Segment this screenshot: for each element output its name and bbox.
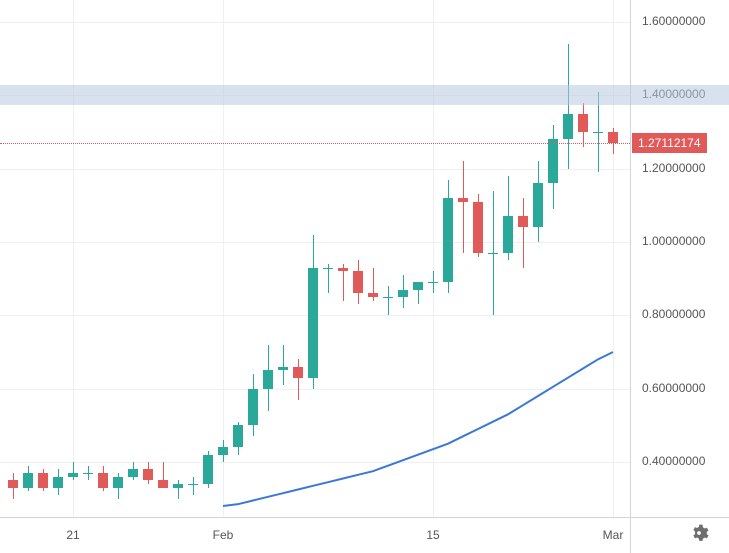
candle-body <box>413 282 423 289</box>
candle-body <box>518 216 528 227</box>
candle-body <box>203 455 213 484</box>
candle-body <box>353 271 363 293</box>
candle-body <box>503 216 513 253</box>
current-price-tag: 1.27112174 <box>632 133 707 153</box>
y-axis-label: 1.60000000 <box>642 14 705 28</box>
candle-body <box>458 198 468 202</box>
candle-wick <box>388 286 389 315</box>
candle-wick <box>568 44 569 169</box>
candle-wick <box>523 198 524 268</box>
candle-body <box>8 480 18 487</box>
candle-body <box>263 370 273 388</box>
candle-body <box>23 473 33 488</box>
candle-wick <box>463 161 464 253</box>
x-axis-label: Mar <box>603 528 624 542</box>
resistance-zone <box>0 85 729 105</box>
x-axis-label: 15 <box>426 528 439 542</box>
candle-body <box>473 202 483 253</box>
candle-body <box>113 477 123 488</box>
axis-border-vertical <box>630 0 631 553</box>
y-axis-label: 1.20000000 <box>642 161 705 175</box>
candle-body <box>188 484 198 485</box>
candle-body <box>248 389 258 426</box>
candle-body <box>278 367 288 371</box>
candle-wick <box>298 359 299 399</box>
current-price-line <box>0 143 630 144</box>
y-axis-label: 0.40000000 <box>642 454 705 468</box>
candle-wick <box>193 477 194 495</box>
y-axis-label: 1.00000000 <box>642 234 705 248</box>
candle-body <box>428 282 438 283</box>
candle-body <box>173 484 183 488</box>
candle-body <box>128 469 138 476</box>
candle-body <box>443 198 453 282</box>
candle-body <box>578 114 588 132</box>
candle-body <box>308 268 318 378</box>
candle-body <box>323 268 333 269</box>
candle-body <box>233 425 243 447</box>
candle-body <box>488 253 498 254</box>
candle-body <box>98 473 108 488</box>
y-axis-label: 0.60000000 <box>642 381 705 395</box>
candle-body <box>548 139 558 183</box>
candle-body <box>563 114 573 140</box>
candle-body <box>143 469 153 480</box>
x-axis-label: Feb <box>213 528 234 542</box>
axis-border-horizontal <box>0 517 729 518</box>
y-axis-label: 0.80000000 <box>642 307 705 321</box>
y-axis: 0.40000000 0.60000000 0.80000000 1.00000000… <box>636 0 729 517</box>
candle-body <box>338 268 348 272</box>
candle-body <box>368 293 378 297</box>
candle-body <box>293 367 303 378</box>
x-axis: 21 Feb 15 Mar <box>0 524 630 553</box>
plot-area[interactable] <box>0 0 630 517</box>
candle-body <box>158 480 168 487</box>
candle-wick <box>73 462 74 480</box>
candle-body <box>53 477 63 488</box>
candle-body <box>38 473 48 488</box>
x-axis-label: 21 <box>66 528 79 542</box>
candle-body <box>533 183 543 227</box>
candle-body <box>398 290 408 297</box>
ma-line-layer <box>0 0 630 517</box>
candle-wick <box>283 345 284 385</box>
settings-icon[interactable] <box>689 523 709 543</box>
candle-body <box>383 297 393 298</box>
candle-body <box>83 473 93 474</box>
candle-body <box>68 473 78 477</box>
candlestick-chart: 0.40000000 0.60000000 0.80000000 1.00000000… <box>0 0 729 553</box>
candle-body <box>608 132 618 143</box>
moving-average-line <box>223 352 613 506</box>
candle-body <box>218 447 228 454</box>
candle-body <box>593 132 603 133</box>
